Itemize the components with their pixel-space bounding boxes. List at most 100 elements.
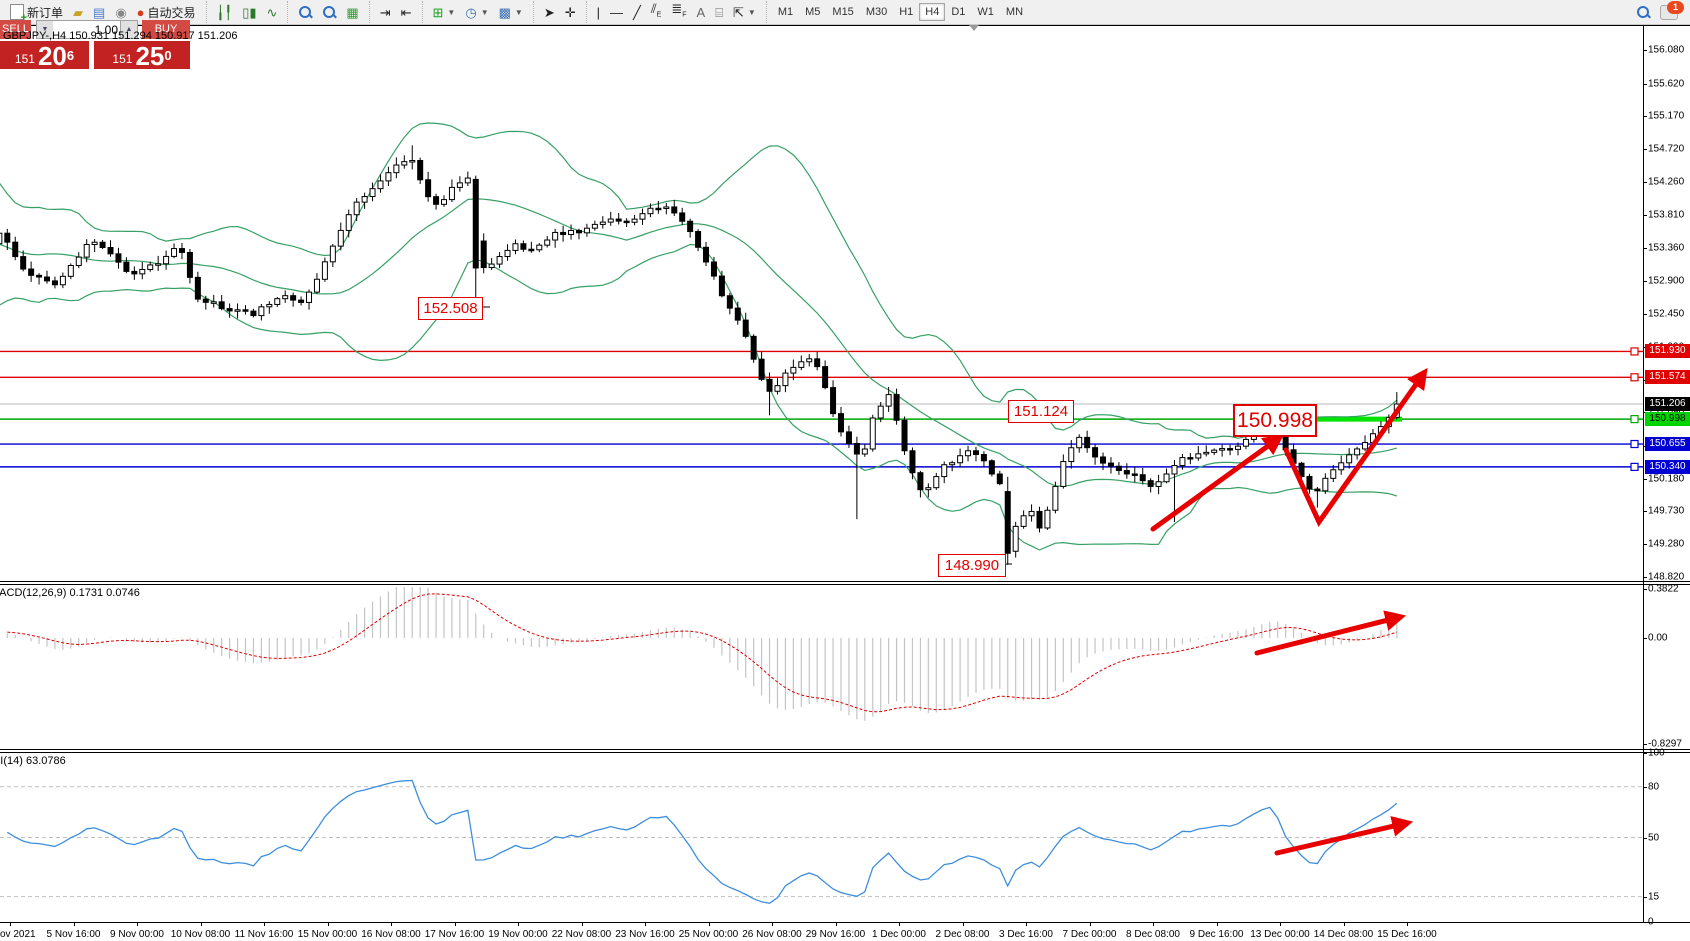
bid-quote[interactable]: 151 20 6 bbox=[0, 41, 89, 69]
trend-arrow-4[interactable] bbox=[1274, 816, 1414, 856]
crosshair-button[interactable]: ✛ bbox=[560, 3, 581, 21]
time-tick bbox=[1089, 922, 1091, 926]
signals-button[interactable]: ◉ bbox=[110, 3, 131, 21]
price-tick-label: 154.720 bbox=[1648, 143, 1685, 155]
vertical-line-button[interactable]: | bbox=[592, 3, 605, 21]
sell-button[interactable]: SELL bbox=[0, 20, 31, 39]
timeframe-button-h4[interactable]: H4 bbox=[919, 3, 946, 21]
candle-body bbox=[869, 417, 876, 450]
chart-window[interactable]: GBPJPY-,H4 150.931 151.294 150.917 151.2… bbox=[0, 25, 1690, 941]
bid-pip: 6 bbox=[66, 48, 75, 63]
candle-body bbox=[504, 249, 511, 258]
new-order-button[interactable]: 新订单 bbox=[5, 3, 68, 24]
time-axis-label: 14 Dec 08:00 bbox=[1313, 929, 1374, 940]
pane-separator[interactable] bbox=[0, 581, 1690, 582]
time-tick bbox=[200, 922, 202, 926]
text-label-button[interactable]: ⌸ bbox=[710, 3, 728, 21]
text-label-icon: ⌸ bbox=[715, 4, 724, 20]
candle-body bbox=[186, 251, 193, 278]
horizontal-line-button[interactable]: — bbox=[605, 3, 628, 21]
price-callout-150.998[interactable]: 150.998 bbox=[1233, 404, 1317, 437]
candle-body bbox=[83, 243, 90, 258]
templates-button[interactable]: ▩ ▼ bbox=[494, 3, 528, 21]
price-tick bbox=[1643, 313, 1647, 315]
splitter-handle-icon[interactable] bbox=[969, 25, 979, 31]
candle-body bbox=[1314, 488, 1321, 492]
auto-trading-button[interactable]: ● 自动交易 bbox=[132, 3, 201, 21]
zoom-out-button[interactable] bbox=[317, 3, 341, 21]
chart-shift-button[interactable]: ⇤ bbox=[396, 3, 417, 21]
buy-button[interactable]: BUY bbox=[142, 20, 190, 39]
timeframe-button-h1[interactable]: H1 bbox=[899, 6, 914, 18]
volume-up-button[interactable]: ▲ bbox=[120, 21, 137, 38]
market-watch-button[interactable]: ▤ bbox=[88, 3, 110, 21]
tile-windows-button[interactable]: ▦ bbox=[341, 3, 363, 21]
price-tick-label: 155.620 bbox=[1648, 78, 1685, 90]
timeframe-button-m1[interactable]: M1 bbox=[777, 6, 794, 18]
time-tick bbox=[1343, 922, 1345, 926]
periods-button[interactable]: ◷ ▼ bbox=[460, 3, 493, 21]
candle-body bbox=[1179, 457, 1186, 467]
bar-chart-icon: ╽╿ bbox=[216, 4, 233, 20]
text-button[interactable]: A bbox=[692, 3, 711, 21]
candle-body bbox=[306, 291, 313, 303]
notifications-icon[interactable]: 1 bbox=[1660, 0, 1684, 20]
gold-button[interactable]: ▰ bbox=[68, 3, 88, 21]
trend-arrow-1[interactable] bbox=[1150, 434, 1285, 532]
timeframe-button-d1[interactable]: D1 bbox=[951, 6, 966, 18]
candle-body bbox=[1219, 448, 1226, 451]
price-callout-151.124[interactable]: 151.124 bbox=[1008, 400, 1074, 423]
chart-canvas[interactable] bbox=[0, 26, 1690, 941]
time-axis-label: 22 Nov 08:00 bbox=[551, 929, 612, 940]
timeframe-button-m30[interactable]: M30 bbox=[865, 6, 888, 18]
pane-separator[interactable] bbox=[0, 749, 1690, 750]
pane-separator[interactable] bbox=[0, 584, 1690, 585]
candle-body bbox=[893, 394, 900, 421]
auto-scroll-button[interactable]: ⇥ bbox=[375, 3, 396, 21]
indicators-button[interactable]: ⊞ ▼ bbox=[428, 3, 461, 21]
arrows-button[interactable]: ⇱ ▼ bbox=[728, 3, 761, 21]
candle-body bbox=[448, 186, 455, 201]
volume-input[interactable] bbox=[53, 21, 121, 38]
chevron-down-icon: ▼ bbox=[447, 7, 456, 17]
candle-body bbox=[456, 182, 463, 188]
candle-body bbox=[941, 464, 948, 478]
candle-body bbox=[734, 307, 741, 321]
search-icon[interactable] bbox=[1636, 5, 1650, 19]
candlestick-button[interactable]: ▯▮ bbox=[237, 3, 261, 21]
line-chart-button[interactable]: ∿ bbox=[262, 3, 283, 21]
cursor-button[interactable]: ➤ bbox=[539, 3, 560, 21]
timeframe-button-m15[interactable]: M15 bbox=[832, 6, 854, 18]
rsi-tick-label: 0 bbox=[1648, 916, 1654, 928]
pane-separator[interactable] bbox=[0, 752, 1690, 753]
timeframe-button-mn[interactable]: MN bbox=[1005, 6, 1024, 18]
candle-body bbox=[615, 218, 622, 222]
time-axis-label: 29 Nov 16:00 bbox=[805, 929, 866, 940]
candle-body bbox=[552, 231, 559, 241]
toolbar-group-objects: | — ╱ ⫽E ≣F A ⌸ ⇱ ▼ bbox=[585, 1, 766, 23]
trend-arrow-3[interactable] bbox=[1254, 610, 1407, 656]
time-axis-label: 3 Dec 16:00 bbox=[999, 929, 1053, 940]
trend-arrow-2[interactable] bbox=[1283, 367, 1428, 527]
indicators-icon: ⊞ bbox=[432, 4, 444, 20]
candle-body bbox=[472, 178, 479, 269]
line-anchor-square bbox=[1630, 462, 1639, 471]
time-axis-label: 16 Nov 08:00 bbox=[361, 929, 421, 940]
text-icon: A bbox=[696, 4, 706, 20]
template-icon: ▩ bbox=[498, 4, 511, 20]
candle-body bbox=[67, 265, 74, 277]
ask-quote[interactable]: 151 25 0 bbox=[94, 41, 190, 69]
zoom-in-button[interactable] bbox=[293, 3, 317, 21]
timeframe-button-w1[interactable]: W1 bbox=[977, 6, 994, 18]
price-callout-152.508[interactable]: 152.508 bbox=[418, 297, 483, 320]
rsi-tick-label: 100 bbox=[1648, 747, 1665, 759]
candle-body bbox=[703, 246, 710, 263]
trendline-button[interactable]: ╱ bbox=[628, 3, 646, 21]
candle-body bbox=[480, 240, 487, 269]
candle-body bbox=[1187, 457, 1194, 460]
timeframe-button-m5[interactable]: M5 bbox=[805, 6, 821, 18]
bar-chart-button[interactable]: ╽╿ bbox=[212, 3, 238, 21]
price-callout-148.990[interactable]: 148.990 bbox=[938, 554, 1006, 577]
fibonacci-button[interactable]: ≣F bbox=[666, 2, 691, 21]
channel-button[interactable]: ⫽E bbox=[646, 2, 666, 21]
